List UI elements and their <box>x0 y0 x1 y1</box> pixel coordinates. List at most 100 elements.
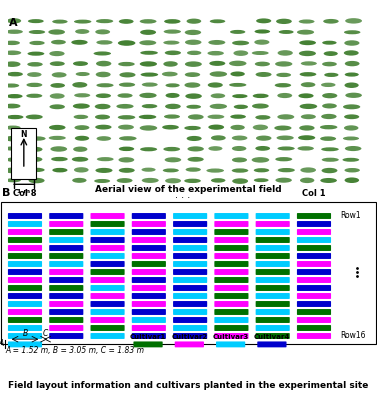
FancyBboxPatch shape <box>256 317 290 323</box>
FancyBboxPatch shape <box>256 245 290 251</box>
Ellipse shape <box>345 146 362 151</box>
FancyBboxPatch shape <box>297 253 331 259</box>
FancyBboxPatch shape <box>297 269 331 275</box>
Ellipse shape <box>118 40 135 46</box>
Ellipse shape <box>140 51 158 55</box>
Ellipse shape <box>118 93 133 98</box>
Ellipse shape <box>274 126 291 130</box>
Ellipse shape <box>209 61 225 66</box>
Text: Cultivar1: Cultivar1 <box>130 334 166 340</box>
Ellipse shape <box>230 30 245 34</box>
Ellipse shape <box>28 19 44 23</box>
Ellipse shape <box>234 105 248 109</box>
Ellipse shape <box>139 93 157 98</box>
FancyBboxPatch shape <box>132 221 166 227</box>
FancyBboxPatch shape <box>8 342 42 347</box>
FancyBboxPatch shape <box>132 253 166 259</box>
Ellipse shape <box>7 72 23 76</box>
FancyBboxPatch shape <box>132 213 166 219</box>
FancyBboxPatch shape <box>173 333 207 339</box>
Ellipse shape <box>187 157 204 162</box>
Ellipse shape <box>96 19 113 23</box>
Ellipse shape <box>301 114 316 119</box>
Ellipse shape <box>97 157 113 161</box>
Ellipse shape <box>119 146 134 151</box>
FancyBboxPatch shape <box>49 333 83 339</box>
FancyBboxPatch shape <box>49 261 83 267</box>
Ellipse shape <box>207 51 224 56</box>
Text: . . .: . . . <box>175 190 191 200</box>
Ellipse shape <box>4 50 21 55</box>
FancyBboxPatch shape <box>49 277 83 283</box>
Ellipse shape <box>344 50 359 56</box>
Ellipse shape <box>297 30 314 35</box>
Text: Col 1: Col 1 <box>302 190 326 198</box>
FancyBboxPatch shape <box>49 325 83 331</box>
Ellipse shape <box>229 83 247 87</box>
Text: Field layout information and cultivars planted in the experimental site: Field layout information and cultivars p… <box>8 382 369 390</box>
Ellipse shape <box>232 146 247 151</box>
Ellipse shape <box>163 147 180 151</box>
FancyBboxPatch shape <box>132 325 166 331</box>
Ellipse shape <box>255 62 270 66</box>
FancyBboxPatch shape <box>49 309 83 315</box>
FancyBboxPatch shape <box>297 309 331 315</box>
FancyBboxPatch shape <box>8 237 42 243</box>
Ellipse shape <box>3 104 20 108</box>
Ellipse shape <box>29 41 45 45</box>
Ellipse shape <box>185 72 200 77</box>
FancyBboxPatch shape <box>90 317 125 323</box>
FancyBboxPatch shape <box>173 301 207 307</box>
Ellipse shape <box>300 104 317 109</box>
Ellipse shape <box>6 30 23 34</box>
FancyBboxPatch shape <box>256 277 290 283</box>
Ellipse shape <box>211 178 225 183</box>
Text: 1 m: 1 m <box>17 190 31 194</box>
Ellipse shape <box>255 146 270 151</box>
Ellipse shape <box>300 178 314 183</box>
Ellipse shape <box>118 157 134 162</box>
FancyBboxPatch shape <box>90 309 125 315</box>
FancyBboxPatch shape <box>256 333 290 339</box>
FancyBboxPatch shape <box>11 128 37 179</box>
FancyBboxPatch shape <box>256 325 290 331</box>
Ellipse shape <box>276 136 294 140</box>
Ellipse shape <box>95 168 112 173</box>
Ellipse shape <box>322 41 337 45</box>
FancyBboxPatch shape <box>8 221 42 227</box>
Ellipse shape <box>345 61 360 66</box>
Ellipse shape <box>166 93 179 98</box>
Text: A: A <box>9 18 18 28</box>
Ellipse shape <box>321 83 336 87</box>
Ellipse shape <box>301 82 316 87</box>
FancyBboxPatch shape <box>256 213 290 219</box>
Ellipse shape <box>119 168 135 173</box>
FancyBboxPatch shape <box>49 213 83 219</box>
Ellipse shape <box>52 20 67 24</box>
FancyBboxPatch shape <box>215 269 248 275</box>
Ellipse shape <box>4 84 19 88</box>
Ellipse shape <box>299 125 314 131</box>
Ellipse shape <box>229 61 247 66</box>
Ellipse shape <box>5 168 19 173</box>
Text: Cultivar4: Cultivar4 <box>254 334 290 340</box>
Ellipse shape <box>185 61 202 67</box>
Ellipse shape <box>51 157 68 161</box>
Text: Row16: Row16 <box>340 332 366 340</box>
FancyBboxPatch shape <box>297 301 331 307</box>
FancyBboxPatch shape <box>256 293 290 299</box>
Ellipse shape <box>142 104 157 108</box>
Ellipse shape <box>210 71 227 77</box>
Ellipse shape <box>322 62 337 66</box>
Ellipse shape <box>345 178 359 183</box>
Ellipse shape <box>185 93 202 99</box>
Ellipse shape <box>28 147 43 152</box>
FancyBboxPatch shape <box>49 245 83 251</box>
Ellipse shape <box>164 19 181 24</box>
Ellipse shape <box>276 19 292 24</box>
FancyBboxPatch shape <box>173 325 207 331</box>
Ellipse shape <box>184 126 201 130</box>
FancyBboxPatch shape <box>173 237 207 243</box>
FancyBboxPatch shape <box>297 277 331 283</box>
FancyBboxPatch shape <box>215 221 248 227</box>
